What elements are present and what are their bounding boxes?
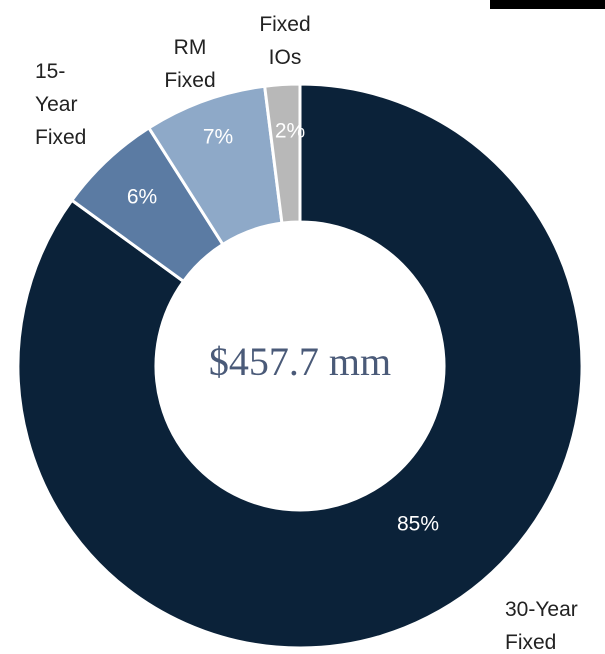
center-label: $457.7 mm [209, 339, 391, 384]
category-label: RM Fixed [164, 36, 215, 92]
category-line: Fixed [164, 69, 215, 92]
category-line: Fixed [259, 13, 310, 36]
category-line: Fixed [35, 126, 86, 149]
data-label: 85% [397, 513, 439, 536]
category-label: Fixed IOs [259, 13, 310, 69]
data-label: 7% [203, 126, 233, 149]
category-line: IOs [269, 46, 302, 69]
donut-slice [16, 82, 584, 650]
decoration-bar [490, 0, 605, 9]
category-label: 30-Year Fixed [505, 598, 578, 654]
category-line: 30-Year [505, 598, 578, 621]
category-line: 15- [35, 60, 65, 83]
category-label: 15- Year Fixed [35, 60, 86, 149]
donut-slice [262, 82, 302, 225]
data-label: 6% [127, 186, 157, 209]
category-line: RM [174, 36, 207, 59]
category-line: Year [35, 93, 77, 116]
category-line: Fixed [505, 631, 556, 654]
data-label: 2% [275, 120, 305, 143]
